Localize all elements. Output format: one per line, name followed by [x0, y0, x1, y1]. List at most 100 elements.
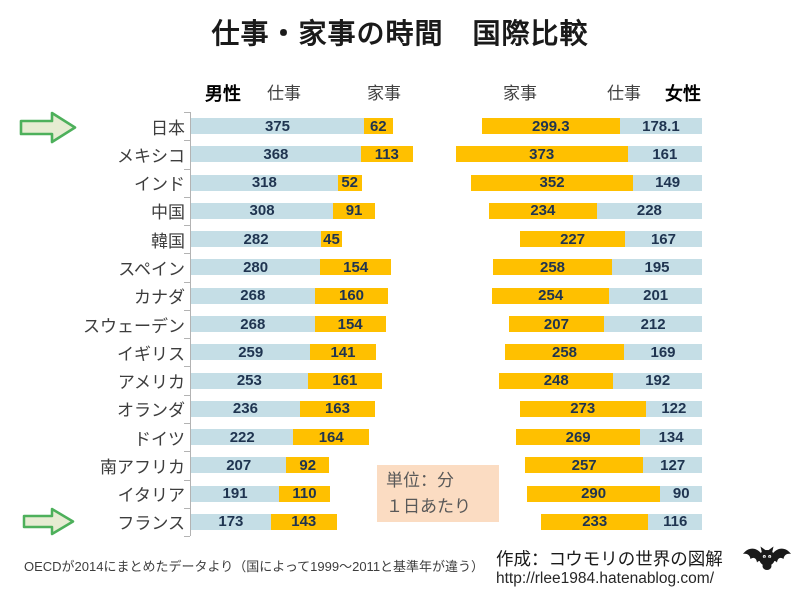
highlight-arrow-japan-icon: [19, 111, 77, 144]
bar-female-work: 192: [613, 372, 702, 390]
bar-male-work: 222: [191, 429, 294, 446]
bar-value-label: 154: [343, 258, 369, 276]
bar-value-label: 207: [543, 315, 569, 333]
bar-female-housework: 248: [499, 372, 614, 390]
bar-male-housework: 161: [307, 372, 382, 389]
bar-male-housework: 160: [314, 287, 389, 305]
bar-value-label: 254: [538, 287, 564, 305]
bar-value-label: 299.3: [532, 117, 570, 135]
country-label: 南アフリカ: [100, 457, 185, 477]
axis-tick: [184, 225, 190, 227]
bar-male-housework: 113: [360, 146, 413, 163]
bar-male-housework: 164: [293, 428, 370, 446]
bar-female-work: 228: [596, 202, 702, 219]
bar-female-work: 212: [604, 315, 702, 333]
bar-value-label: 134: [658, 428, 684, 446]
bar-female-work: 116: [648, 513, 702, 531]
bar-male-housework: 91: [333, 202, 376, 220]
bar-female-housework: 352: [470, 174, 634, 192]
bar-female-housework: 258: [493, 259, 613, 276]
bar-female-housework: 254: [492, 287, 610, 305]
bar-value-label: 273: [570, 400, 596, 418]
bar-value-label: 110: [292, 485, 317, 503]
axis-tick: [184, 309, 190, 311]
bar-male-housework: 110: [279, 485, 330, 503]
bar-value-label: 212: [640, 315, 666, 333]
bar-female-work: 169: [624, 343, 702, 361]
bar-female-housework: 227: [520, 231, 625, 248]
bar-male-housework: 154: [314, 316, 386, 333]
bar-male-work: 375: [191, 117, 364, 135]
bar-value-label: 160: [339, 287, 365, 305]
bar-value-label: 173: [218, 513, 244, 531]
axis-tick: [184, 451, 190, 453]
country-label: メキシコ: [117, 146, 185, 166]
bar-value-label: 257: [571, 456, 597, 474]
country-label: ドイツ: [134, 429, 185, 449]
axis-tick: [184, 479, 190, 481]
bar-male-work: 259: [191, 343, 311, 361]
header-male-work: 仕事: [267, 84, 301, 103]
bar-male-work: 308: [191, 202, 334, 220]
header-female-housework: 家事: [503, 84, 537, 103]
bar-value-label: 233: [582, 513, 608, 531]
bar-value-label: 45: [323, 230, 340, 248]
bar-male-housework: 154: [320, 258, 392, 276]
bar-female-housework: 258: [505, 344, 625, 361]
bar-value-label: 116: [663, 513, 688, 531]
header-male-housework: 家事: [367, 84, 401, 103]
bar-value-label: 122: [661, 400, 687, 418]
bar-female-work: 134: [640, 428, 702, 446]
axis-tick: [184, 366, 190, 368]
bar-female-housework: 273: [519, 400, 646, 418]
credit-url: http://rlee1984.hatenablog.com/: [496, 570, 715, 587]
bar-value-label: 91: [345, 202, 363, 220]
unit-note-box: 単位：分 １日あたり: [377, 465, 499, 522]
bar-male-housework: 92: [286, 457, 329, 474]
bar-female-work: 149: [633, 174, 702, 191]
bar-female-work: 122: [645, 400, 702, 418]
bar-value-label: 161: [652, 145, 678, 163]
bar-female-work: 195: [612, 259, 702, 276]
bar-male-work: 280: [191, 258, 321, 276]
bar-value-label: 52: [341, 174, 359, 192]
bar-value-label: 269: [565, 428, 591, 446]
bar-value-label: 352: [539, 174, 565, 192]
bar-value-label: 373: [529, 145, 555, 163]
axis-tick: [184, 168, 190, 170]
bar-value-label: 290: [581, 485, 607, 503]
country-label: スウェーデン: [83, 316, 185, 336]
bar-value-label: 143: [291, 513, 317, 531]
bar-male-housework: 143: [270, 513, 337, 531]
bar-value-label: 164: [318, 428, 344, 446]
axis-tick: [184, 338, 190, 340]
credit-author: 作成：コウモリの世界の図解: [496, 549, 723, 569]
bar-value-label: 248: [543, 372, 569, 390]
country-label: イタリア: [117, 486, 185, 506]
axis-tick: [184, 112, 190, 113]
bar-male-work: 282: [191, 231, 322, 248]
bar-value-label: 234: [530, 202, 556, 220]
bar-value-label: 259: [238, 343, 264, 361]
country-label: カナダ: [134, 288, 185, 308]
bar-value-label: 375: [264, 117, 290, 135]
axis-tick: [184, 536, 190, 538]
bar-value-label: 192: [645, 372, 671, 390]
bar-value-label: 163: [324, 400, 350, 418]
bar-female-work: 178.1: [619, 118, 702, 135]
bar-female-housework: 234: [488, 202, 597, 220]
bar-male-work: 173: [191, 513, 271, 531]
bar-female-housework: 233: [541, 513, 649, 531]
bar-value-label: 280: [243, 258, 269, 276]
bar-male-work: 268: [191, 287, 315, 304]
unit-note-line2: １日あたり: [386, 497, 471, 516]
header-female-work: 仕事: [607, 84, 641, 103]
bar-value-label: 268: [240, 315, 266, 333]
country-label: 日本: [151, 118, 185, 138]
bar-value-label: 127: [660, 456, 686, 474]
bar-value-label: 207: [226, 456, 252, 474]
bar-male-work: 207: [191, 456, 287, 474]
bar-value-label: 169: [650, 343, 676, 361]
bar-male-work: 368: [191, 146, 361, 163]
bar-value-label: 308: [249, 202, 275, 220]
